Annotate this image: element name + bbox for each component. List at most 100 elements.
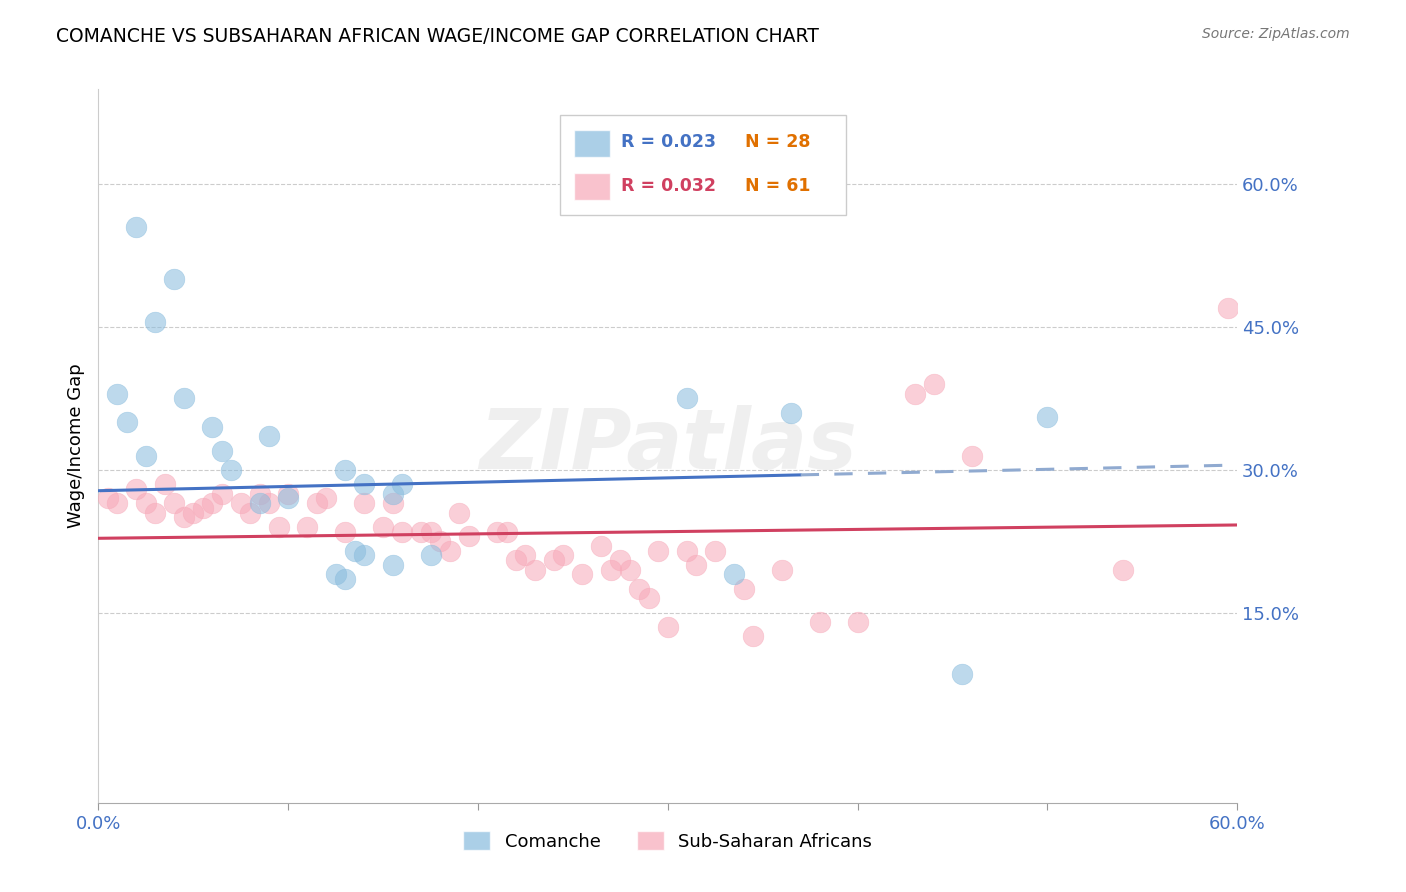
Point bbox=[381, 486, 404, 500]
Point bbox=[335, 572, 357, 586]
Point bbox=[97, 491, 120, 506]
Point bbox=[524, 563, 547, 577]
Point bbox=[391, 477, 413, 491]
Point bbox=[325, 567, 347, 582]
Point bbox=[173, 510, 195, 524]
Point bbox=[1112, 563, 1135, 577]
Point bbox=[335, 524, 357, 539]
Point bbox=[922, 377, 945, 392]
Point bbox=[125, 482, 148, 496]
Point bbox=[315, 491, 337, 506]
Point bbox=[733, 582, 755, 596]
Y-axis label: Wage/Income Gap: Wage/Income Gap bbox=[66, 364, 84, 528]
Point bbox=[619, 563, 641, 577]
Point bbox=[135, 496, 157, 510]
Point bbox=[107, 386, 129, 401]
Point bbox=[183, 506, 205, 520]
Point bbox=[173, 392, 195, 406]
Point bbox=[277, 491, 299, 506]
Point bbox=[429, 534, 451, 549]
FancyBboxPatch shape bbox=[560, 115, 846, 215]
Point bbox=[638, 591, 661, 606]
Point bbox=[950, 667, 973, 681]
Point bbox=[505, 553, 527, 567]
Point bbox=[107, 496, 129, 510]
Point bbox=[145, 315, 167, 329]
Point bbox=[571, 567, 593, 582]
Point bbox=[591, 539, 613, 553]
Point bbox=[211, 443, 233, 458]
Point bbox=[259, 496, 281, 510]
Point bbox=[515, 549, 537, 563]
Point bbox=[153, 477, 176, 491]
Point bbox=[391, 524, 413, 539]
Point bbox=[704, 543, 727, 558]
Point bbox=[239, 506, 262, 520]
Point bbox=[145, 506, 167, 520]
Text: R = 0.032: R = 0.032 bbox=[621, 177, 717, 194]
Point bbox=[249, 486, 271, 500]
Text: Source: ZipAtlas.com: Source: ZipAtlas.com bbox=[1202, 27, 1350, 41]
Point bbox=[163, 272, 186, 286]
Point bbox=[353, 496, 375, 510]
Point bbox=[742, 629, 765, 643]
Point bbox=[381, 496, 404, 510]
Point bbox=[723, 567, 745, 582]
Text: COMANCHE VS SUBSAHARAN AFRICAN WAGE/INCOME GAP CORRELATION CHART: COMANCHE VS SUBSAHARAN AFRICAN WAGE/INCO… bbox=[56, 27, 820, 45]
Text: N = 61: N = 61 bbox=[745, 177, 811, 194]
Point bbox=[685, 558, 707, 572]
Point bbox=[343, 543, 366, 558]
Point bbox=[229, 496, 252, 510]
Point bbox=[846, 615, 869, 629]
Point bbox=[609, 553, 631, 567]
Legend: Comanche, Sub-Saharan Africans: Comanche, Sub-Saharan Africans bbox=[456, 824, 880, 858]
Point bbox=[419, 549, 441, 563]
Point bbox=[411, 524, 433, 539]
Point bbox=[221, 463, 243, 477]
Point bbox=[115, 415, 138, 429]
Point bbox=[808, 615, 831, 629]
Point bbox=[259, 429, 281, 443]
Point bbox=[335, 463, 357, 477]
Point bbox=[211, 486, 233, 500]
Point bbox=[486, 524, 509, 539]
Point bbox=[381, 558, 404, 572]
Point bbox=[457, 529, 479, 543]
Point bbox=[628, 582, 651, 596]
Point bbox=[439, 543, 461, 558]
Point bbox=[297, 520, 319, 534]
Point bbox=[267, 520, 290, 534]
Text: R = 0.023: R = 0.023 bbox=[621, 134, 717, 152]
Text: N = 28: N = 28 bbox=[745, 134, 811, 152]
Point bbox=[191, 500, 214, 515]
Point bbox=[449, 506, 471, 520]
Point bbox=[904, 386, 927, 401]
Point bbox=[419, 524, 441, 539]
Point bbox=[770, 563, 793, 577]
Point bbox=[1036, 410, 1059, 425]
Point bbox=[305, 496, 328, 510]
Point bbox=[495, 524, 517, 539]
Point bbox=[600, 563, 623, 577]
Point bbox=[647, 543, 669, 558]
Bar bbox=[574, 129, 610, 157]
Bar bbox=[574, 173, 610, 201]
Point bbox=[353, 549, 375, 563]
Point bbox=[201, 420, 224, 434]
Point bbox=[780, 406, 803, 420]
Point bbox=[135, 449, 157, 463]
Point bbox=[277, 486, 299, 500]
Point bbox=[657, 620, 679, 634]
Point bbox=[543, 553, 565, 567]
Point bbox=[676, 392, 699, 406]
Point bbox=[553, 549, 575, 563]
Point bbox=[371, 520, 394, 534]
Text: ZIPatlas: ZIPatlas bbox=[479, 406, 856, 486]
Point bbox=[125, 220, 148, 235]
Point bbox=[1216, 301, 1239, 315]
Point bbox=[676, 543, 699, 558]
Point bbox=[201, 496, 224, 510]
Point bbox=[249, 496, 271, 510]
Point bbox=[960, 449, 983, 463]
Point bbox=[163, 496, 186, 510]
